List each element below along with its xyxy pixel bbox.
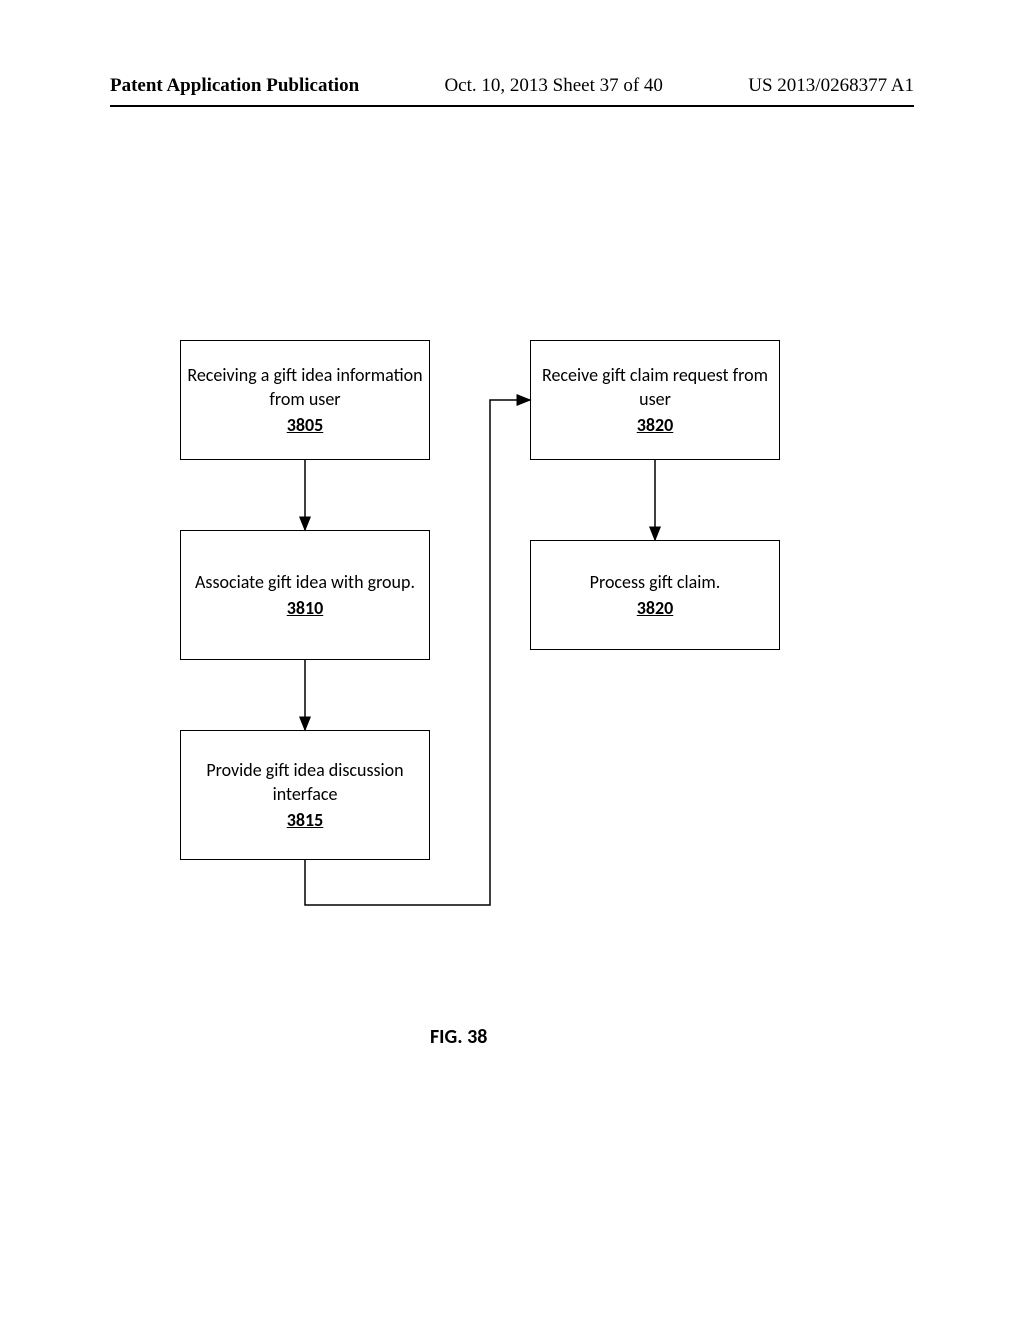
flow-arrows bbox=[0, 0, 1024, 1320]
figure-label: FIG. 38 bbox=[430, 1025, 487, 1049]
flowchart-diagram: Receiving a gift idea information from u… bbox=[0, 0, 1024, 1320]
